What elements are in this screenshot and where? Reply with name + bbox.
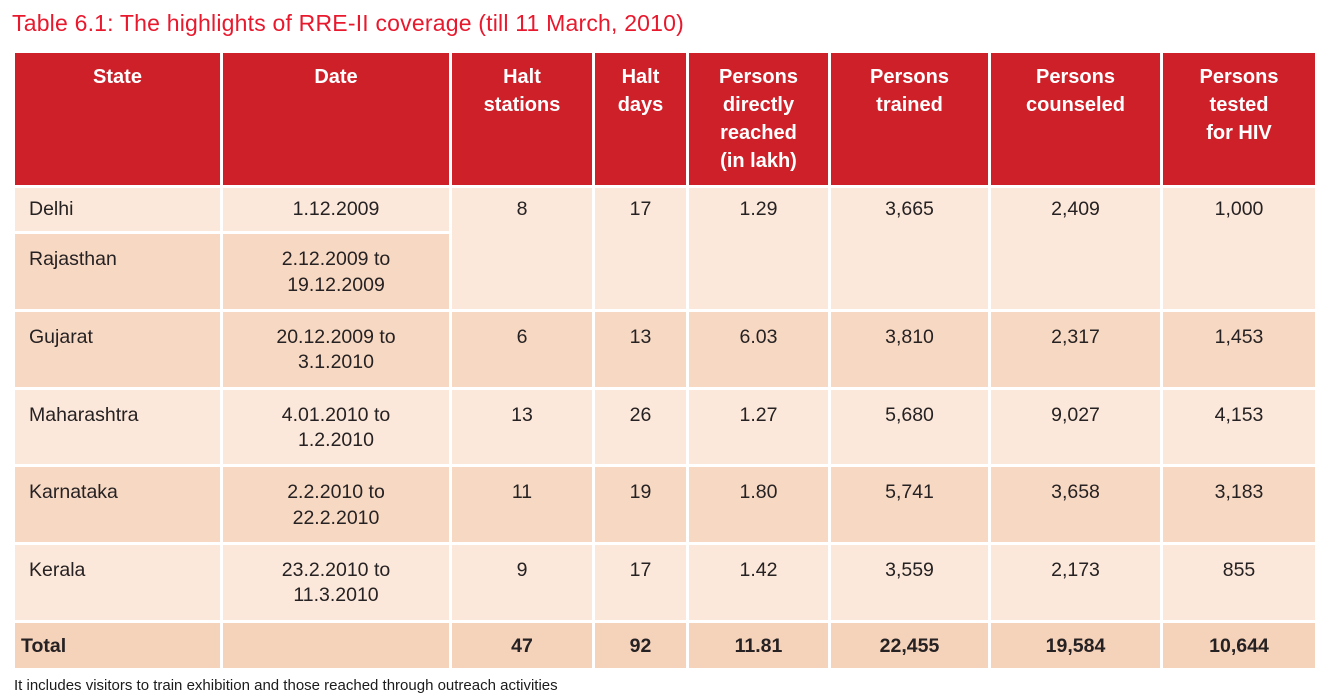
cell-maharashtra-state: Maharashtra	[12, 386, 223, 468]
cell-gujarat-trained: 3,810	[828, 309, 991, 390]
cell-karnataka-trained: 5,741	[828, 464, 991, 546]
cell-gujarat-date: 20.12.2009 to 3.1.2010	[220, 309, 452, 390]
cell-gujarat-state: Gujarat	[12, 309, 223, 390]
table-row-total: Total 47 92 11.81 22,455 19,584 10,644	[12, 619, 1318, 672]
cell-total-tested: 10,644	[1160, 619, 1318, 672]
column-header-state: State	[12, 50, 223, 188]
column-header-persons-reached: Persons directly reached (in lakh)	[686, 50, 831, 188]
table-row-karnataka: Karnataka 2.2.2010 to 22.2.2010 11 19 1.…	[12, 464, 1318, 546]
cell-kerala-tested: 855	[1160, 542, 1318, 623]
cell-maharashtra-trained: 5,680	[828, 386, 991, 468]
column-header-persons-trained: Persons trained	[828, 50, 991, 188]
column-header-persons-counseled: Persons counseled	[988, 50, 1163, 188]
cell-gujarat-reached: 6.03	[686, 309, 831, 390]
table-row-maharashtra: Maharashtra 4.01.2010 to 1.2.2010 13 26 …	[12, 386, 1318, 468]
cell-total-halt-stations: 47	[449, 619, 595, 672]
rre-coverage-table: State Date Halt stations Halt days Perso…	[12, 50, 1318, 672]
cell-rajasthan-date: 2.12.2009 to 19.12.2009	[220, 231, 452, 313]
cell-maharashtra-counseled: 9,027	[988, 386, 1163, 468]
cell-delhi-halt-stations: 8	[449, 184, 595, 313]
cell-total-label: Total	[12, 619, 223, 672]
page-title: Table 6.1: The highlights of RRE-II cove…	[12, 10, 685, 36]
cell-karnataka-halt-days: 19	[592, 464, 689, 546]
cell-total-reached: 11.81	[686, 619, 831, 672]
cell-gujarat-counseled: 2,317	[988, 309, 1163, 390]
cell-karnataka-reached: 1.80	[686, 464, 831, 546]
cell-delhi-counseled: 2,409	[988, 184, 1163, 313]
table-row-gujarat: Gujarat 20.12.2009 to 3.1.2010 6 13 6.03…	[12, 309, 1318, 390]
column-header-persons-tested: Persons tested for HIV	[1160, 50, 1318, 188]
cell-kerala-halt-stations: 9	[449, 542, 595, 623]
cell-karnataka-halt-stations: 11	[449, 464, 595, 546]
table-header: State Date Halt stations Halt days Perso…	[12, 50, 1318, 188]
cell-delhi-reached: 1.29	[686, 184, 831, 313]
header-row: State Date Halt stations Halt days Perso…	[12, 50, 1318, 188]
cell-kerala-trained: 3,559	[828, 542, 991, 623]
cell-rajasthan-state: Rajasthan	[12, 231, 223, 313]
cell-kerala-state: Kerala	[12, 542, 223, 623]
cell-kerala-halt-days: 17	[592, 542, 689, 623]
cell-total-halt-days: 92	[592, 619, 689, 672]
cell-total-counseled: 19,584	[988, 619, 1163, 672]
cell-gujarat-halt-stations: 6	[449, 309, 595, 390]
cell-maharashtra-date: 4.01.2010 to 1.2.2010	[220, 386, 452, 468]
cell-total-trained: 22,455	[828, 619, 991, 672]
cell-karnataka-state: Karnataka	[12, 464, 223, 546]
table-footnote: It includes visitors to train exhibition…	[14, 677, 558, 694]
cell-kerala-date: 23.2.2010 to 11.3.2010	[220, 542, 452, 623]
cell-delhi-state: Delhi	[12, 184, 223, 235]
cell-delhi-trained: 3,665	[828, 184, 991, 313]
cell-gujarat-halt-days: 13	[592, 309, 689, 390]
cell-kerala-counseled: 2,173	[988, 542, 1163, 623]
cell-karnataka-date: 2.2.2010 to 22.2.2010	[220, 464, 452, 546]
table-row-kerala: Kerala 23.2.2010 to 11.3.2010 9 17 1.42 …	[12, 542, 1318, 623]
column-header-halt-days: Halt days	[592, 50, 689, 188]
cell-total-date-empty	[220, 619, 452, 672]
table-body: Delhi 1.12.2009 8 17 1.29 3,665 2,409 1,…	[12, 184, 1318, 672]
table-row-delhi: Delhi 1.12.2009 8 17 1.29 3,665 2,409 1,…	[12, 184, 1318, 313]
cell-karnataka-tested: 3,183	[1160, 464, 1318, 546]
column-header-date: Date	[220, 50, 452, 188]
cell-maharashtra-halt-stations: 13	[449, 386, 595, 468]
cell-kerala-reached: 1.42	[686, 542, 831, 623]
cell-maharashtra-reached: 1.27	[686, 386, 831, 468]
cell-delhi-tested: 1,000	[1160, 184, 1318, 313]
cell-gujarat-tested: 1,453	[1160, 309, 1318, 390]
column-header-halt-stations: Halt stations	[449, 50, 595, 188]
cell-karnataka-counseled: 3,658	[988, 464, 1163, 546]
cell-maharashtra-tested: 4,153	[1160, 386, 1318, 468]
cell-delhi-halt-days: 17	[592, 184, 689, 313]
table-row-rajasthan: Rajasthan 2.12.2009 to 19.12.2009	[12, 231, 1317, 313]
cell-delhi-date: 1.12.2009	[220, 184, 452, 235]
cell-maharashtra-halt-days: 26	[592, 386, 689, 468]
